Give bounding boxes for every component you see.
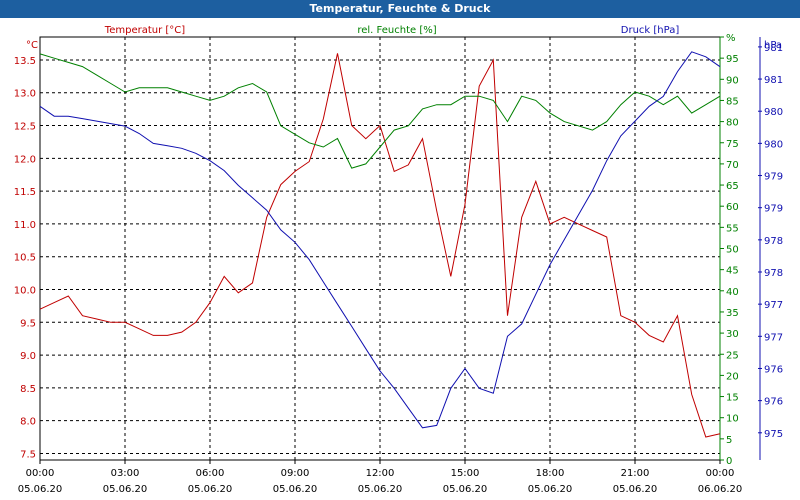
- right-axis-tick-label: 977: [764, 332, 783, 343]
- left-axis-tick-label: 12.0: [14, 154, 36, 165]
- x-axis-time-label: 00:00: [706, 468, 735, 479]
- middle-axis-tick-label: 85: [726, 96, 739, 107]
- right-axis-tick-label: 975: [764, 429, 783, 440]
- x-axis-time-label: 09:00: [281, 468, 310, 479]
- middle-axis-tick-label: 80: [726, 118, 739, 129]
- x-axis-date-label: 05.06.20: [103, 484, 148, 495]
- x-axis-time-label: 15:00: [451, 468, 480, 479]
- right-axis-unit: hPa: [764, 40, 782, 51]
- right-axis-tick-label: 977: [764, 300, 783, 311]
- x-axis-date-label: 05.06.20: [528, 484, 573, 495]
- x-axis-date-label: 05.06.20: [443, 484, 488, 495]
- left-axis-tick-label: 11.5: [14, 187, 36, 198]
- right-axis-tick-label: 976: [764, 364, 783, 375]
- middle-axis-tick-label: 25: [726, 350, 739, 361]
- x-axis-time-label: 18:00: [536, 468, 565, 479]
- middle-axis-tick-label: 55: [726, 223, 739, 234]
- middle-axis-tick-label: 65: [726, 181, 739, 192]
- middle-axis-tick-label: 45: [726, 266, 739, 277]
- left-axis-tick-label: 13.5: [14, 56, 36, 67]
- left-axis-tick-label: 8.5: [20, 384, 36, 395]
- humidity-series-line: [39, 53, 721, 169]
- middle-axis-tick-label: 95: [726, 54, 739, 65]
- legend-entry: rel. Feuchte [%]: [357, 25, 436, 36]
- middle-axis-tick-label: 70: [726, 160, 739, 171]
- right-axis-tick-label: 980: [764, 139, 783, 150]
- x-axis-date-label: 05.06.20: [188, 484, 233, 495]
- pressure-series-line: [39, 51, 721, 429]
- right-axis-tick-label: 979: [764, 172, 783, 183]
- middle-axis-tick-label: 90: [726, 75, 739, 86]
- right-axis-tick-label: 976: [764, 397, 783, 408]
- temperature-series-line: [39, 53, 721, 438]
- right-axis-tick-label: 978: [764, 268, 783, 279]
- middle-axis-tick-label: 75: [726, 139, 739, 150]
- x-axis-date-label: 06.06.20: [698, 484, 743, 495]
- left-axis-tick-label: 7.5: [20, 449, 36, 460]
- left-axis-unit: °C: [26, 40, 38, 51]
- left-axis-tick-label: 13.0: [14, 89, 36, 100]
- left-axis-tick-label: 12.5: [14, 122, 36, 133]
- middle-axis-tick-label: 60: [726, 202, 739, 213]
- middle-axis-tick-label: %: [726, 33, 736, 44]
- left-axis-tick-label: 9.5: [20, 318, 36, 329]
- middle-axis-tick-label: 20: [726, 371, 739, 382]
- x-axis-date-label: 05.06.20: [613, 484, 658, 495]
- right-axis-tick-label: 979: [764, 204, 783, 215]
- legend-entry: Temperatur [°C]: [104, 25, 185, 36]
- middle-axis-tick-label: 15: [726, 393, 739, 404]
- x-axis-date-label: 05.06.20: [18, 484, 63, 495]
- middle-axis-tick-label: 40: [726, 287, 739, 298]
- x-axis-time-label: 12:00: [366, 468, 395, 479]
- x-axis-time-label: 00:00: [26, 468, 55, 479]
- x-axis-date-label: 05.06.20: [358, 484, 403, 495]
- left-axis-tick-label: 9.0: [20, 351, 36, 362]
- left-axis-tick-label: 11.0: [14, 220, 36, 231]
- right-axis-tick-label: 980: [764, 107, 783, 118]
- middle-axis-tick-label: 5: [726, 435, 732, 446]
- middle-axis-tick-label: 35: [726, 308, 739, 319]
- left-axis-tick-label: 10.0: [14, 285, 36, 296]
- left-axis-tick-label: 8.0: [20, 417, 36, 428]
- left-axis-tick-label: 10.5: [14, 253, 36, 264]
- right-axis-tick-label: 981: [764, 75, 783, 86]
- middle-axis-tick-label: 10: [726, 414, 739, 425]
- x-axis-time-label: 03:00: [111, 468, 140, 479]
- legend-entry: Druck [hPa]: [621, 25, 680, 36]
- right-axis-tick-label: 978: [764, 236, 783, 247]
- middle-axis-tick-label: 30: [726, 329, 739, 340]
- middle-axis-tick-label: 50: [726, 245, 739, 256]
- x-axis-time-label: 06:00: [196, 468, 225, 479]
- chart-title: Temperatur, Feuchte & Druck: [0, 0, 800, 18]
- x-axis-time-label: 21:00: [621, 468, 650, 479]
- x-axis-date-label: 05.06.20: [273, 484, 318, 495]
- middle-axis-tick-label: 0: [726, 456, 732, 467]
- right-axis-tick-label: 981: [764, 43, 783, 54]
